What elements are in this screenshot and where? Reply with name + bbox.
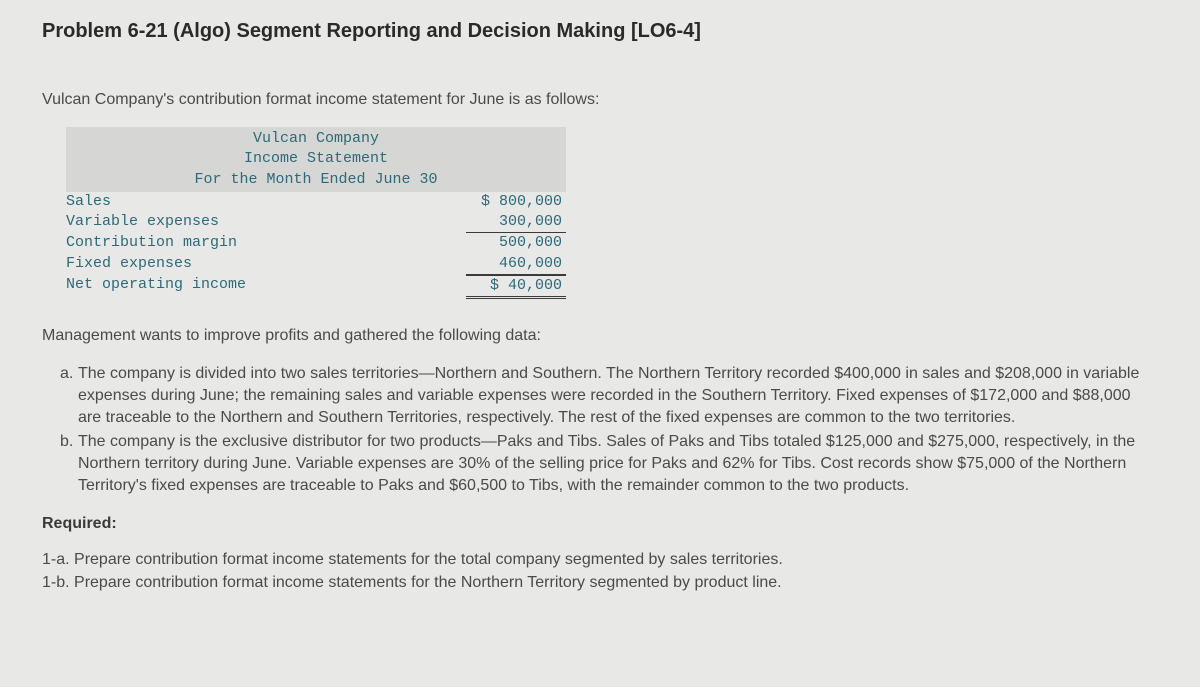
text-a: The company is divided into two sales te…: [78, 365, 1139, 426]
item-b: b. The company is the exclusive distribu…: [60, 431, 1158, 497]
row-cm: Contribution margin 500,000: [66, 233, 566, 253]
row-sales: Sales $ 800,000: [66, 192, 566, 212]
row-noi: Net operating income $ 40,000: [66, 275, 566, 299]
stmt-period: For the Month Ended June 30: [66, 170, 566, 190]
statement-header: Vulcan Company Income Statement For the …: [66, 127, 566, 192]
statement-body: Sales $ 800,000 Variable expenses 300,00…: [66, 192, 566, 299]
data-list: a. The company is divided into two sales…: [42, 363, 1158, 497]
req-1b: 1-b. Prepare contribution format income …: [42, 572, 1158, 594]
req-1a: 1-a. Prepare contribution format income …: [42, 549, 1158, 571]
val-sales: $ 800,000: [466, 192, 566, 212]
intro-text: Vulcan Company's contribution format inc…: [42, 91, 1158, 109]
problem-page: Problem 6-21 (Algo) Segment Reporting an…: [0, 0, 1200, 624]
label-cm: Contribution margin: [66, 233, 237, 253]
marker-b: b.: [60, 431, 73, 453]
income-statement: Vulcan Company Income Statement For the …: [66, 127, 1158, 299]
label-fixed: Fixed expenses: [66, 254, 192, 275]
stmt-title: Income Statement: [66, 149, 566, 169]
label-sales: Sales: [66, 192, 111, 212]
val-noi: $ 40,000: [466, 275, 566, 299]
required-label: Required:: [42, 515, 1158, 533]
val-cm: 500,000: [466, 233, 566, 253]
item-a: a. The company is divided into two sales…: [60, 363, 1158, 429]
val-varexp: 300,000: [466, 212, 566, 233]
marker-a: a.: [60, 363, 73, 385]
val-fixed: 460,000: [466, 254, 566, 275]
label-varexp: Variable expenses: [66, 212, 219, 233]
mgmt-line: Management wants to improve profits and …: [42, 327, 1158, 345]
stmt-company: Vulcan Company: [66, 129, 566, 149]
text-b: The company is the exclusive distributor…: [78, 433, 1135, 494]
label-noi: Net operating income: [66, 275, 246, 299]
row-fixed: Fixed expenses 460,000: [66, 254, 566, 275]
problem-title: Problem 6-21 (Algo) Segment Reporting an…: [42, 20, 1158, 43]
row-varexp: Variable expenses 300,000: [66, 212, 566, 233]
